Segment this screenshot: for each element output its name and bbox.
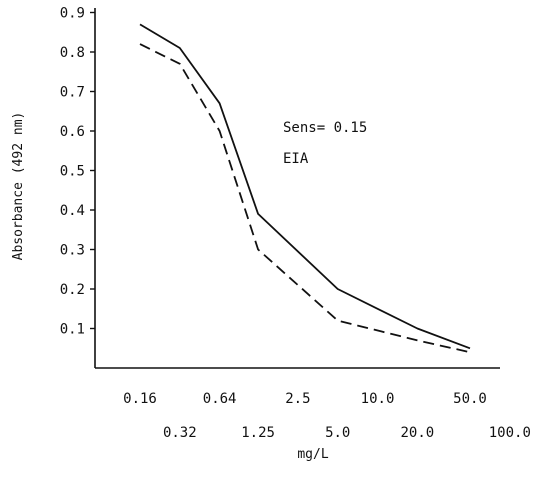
x-ticks: 0.16 0.64 2.5 10.0 50.0 0.32 1.25 5.0 20.0 100.0 (123, 391, 531, 441)
x-tick-label: 50.0 (453, 391, 487, 407)
y-tick-label: 0.8 (60, 45, 85, 61)
x-axis-title: mg/L (297, 447, 328, 462)
y-tick-label: 0.4 (60, 203, 85, 219)
series-line-solid (139, 23, 471, 350)
x-tick-label: 100.0 (489, 425, 531, 441)
x-tick-label: 0.64 (203, 391, 237, 407)
y-tick-label: 0.3 (60, 243, 85, 259)
x-tick-label: 2.5 (285, 391, 310, 407)
y-tick-label: 0.9 (60, 6, 85, 22)
x-tick-label: 0.32 (163, 425, 197, 441)
annotation-sensitivity: Sens= 0.15 (283, 120, 367, 136)
x-tick-label: 20.0 (401, 425, 435, 441)
series-line-dashed (139, 43, 471, 354)
y-axis-title: Absorbance (492 nm) (11, 112, 26, 261)
series-layer (139, 23, 471, 354)
x-tick-label: 0.16 (123, 391, 157, 407)
y-tick-label: 0.2 (60, 282, 85, 298)
annotation-method: EIA (283, 151, 309, 167)
y-tick-label: 0.6 (60, 124, 85, 140)
y-tick-label: 0.7 (60, 85, 85, 101)
y-tick-label: 0.1 (60, 322, 85, 338)
x-tick-label: 10.0 (361, 391, 395, 407)
y-tick-label: 0.5 (60, 164, 85, 180)
x-tick-label: 1.25 (241, 425, 275, 441)
x-tick-label: 5.0 (325, 425, 350, 441)
y-ticks: 0.1 0.2 0.3 0.4 0.5 0.6 0.7 0.8 0.9 (60, 6, 95, 338)
